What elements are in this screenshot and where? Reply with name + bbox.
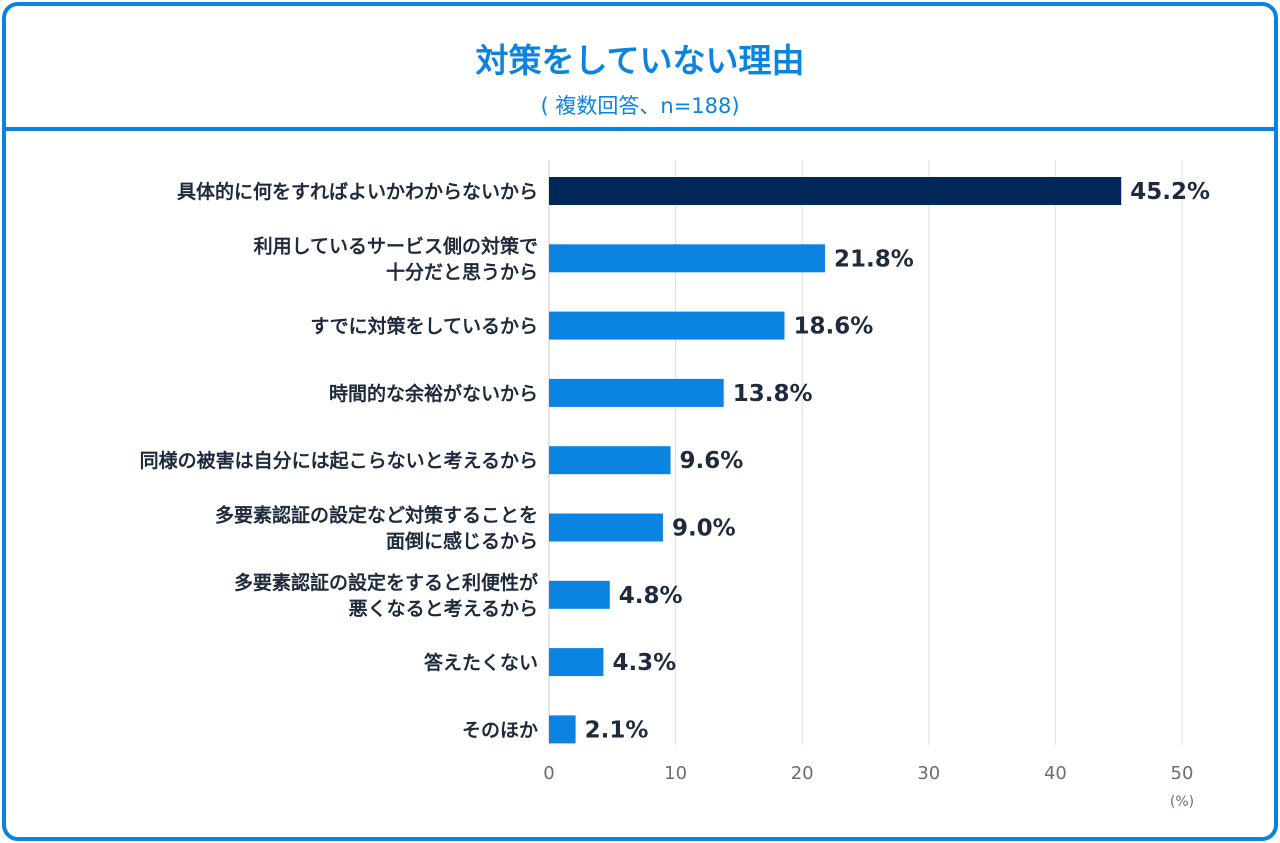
bar	[549, 648, 604, 677]
header-divider	[2, 127, 1278, 131]
category-label: 多要素認証の設定など対策することを	[215, 504, 538, 527]
value-label: 9.0%	[672, 516, 736, 542]
category-label: すでに対策をしているから	[310, 315, 538, 338]
category-label: 多要素認証の設定をすると利便性が	[234, 571, 538, 594]
value-label: 4.8%	[619, 583, 683, 609]
bar	[549, 378, 724, 407]
value-label: 2.1%	[585, 717, 649, 743]
category-label: 悪くなると考えるから	[349, 598, 538, 620]
x-tick-label: 50	[1171, 763, 1194, 784]
value-label: 18.6%	[793, 314, 873, 340]
x-axis-unit: (%)	[1170, 794, 1194, 810]
bar	[549, 446, 671, 475]
chart-subtitle: ( 複数回答、n=188)	[540, 94, 740, 118]
category-label: 答えたくない	[424, 651, 538, 674]
category-label: 利用しているサービス側の対策で	[254, 234, 538, 257]
bar	[549, 244, 825, 273]
category-label: 具体的に何をすればよいかわからないから	[177, 180, 538, 203]
category-label: 十分だと思うから	[386, 260, 538, 283]
value-label: 13.8%	[733, 381, 813, 407]
x-tick-label: 20	[791, 763, 814, 784]
bar	[549, 311, 785, 340]
x-tick-label: 40	[1044, 763, 1067, 784]
x-tick-label: 10	[664, 763, 687, 784]
bar	[549, 177, 1122, 205]
category-label: そのほか	[462, 719, 538, 741]
value-label: 21.8%	[834, 246, 914, 272]
x-tick-label: 30	[917, 763, 940, 784]
bar	[549, 580, 610, 609]
category-label: 時間的な余裕がないから	[329, 382, 538, 405]
bar	[549, 513, 663, 542]
value-label: 4.3%	[612, 650, 676, 676]
value-label: 45.2%	[1130, 179, 1210, 205]
category-label: 面倒に感じるから	[386, 530, 538, 553]
value-label: 9.6%	[680, 448, 744, 474]
bar	[549, 715, 576, 744]
x-tick-label: 0	[543, 763, 554, 784]
category-label: 同様の被害は自分には起こらないと考えるから	[140, 449, 538, 472]
chart-title: 対策をしていない理由	[475, 41, 805, 80]
